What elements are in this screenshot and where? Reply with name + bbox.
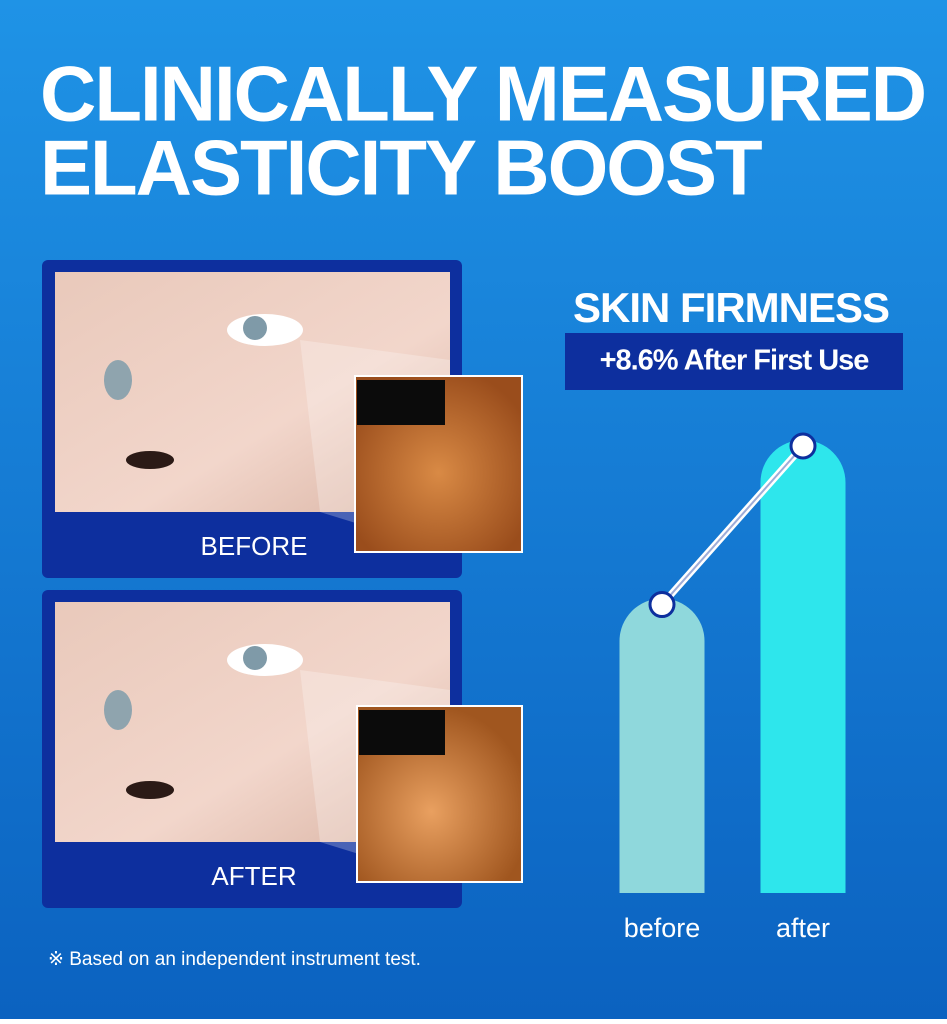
point bbox=[648, 591, 676, 619]
bar bbox=[619, 598, 705, 893]
chart-subtitle: +8.6% After First Use bbox=[600, 345, 870, 377]
x-tick-label: after bbox=[776, 913, 830, 943]
title-line: CLINICALLY MEASURED bbox=[40, 50, 925, 138]
subtitle-box bbox=[565, 333, 903, 390]
eye bbox=[104, 690, 132, 730]
plot: before after bbox=[619, 432, 846, 943]
bar bbox=[760, 440, 846, 893]
footnote: ※ Based on an independent instrument tes… bbox=[48, 949, 421, 970]
title-line: ELASTICITY BOOST bbox=[40, 124, 762, 212]
iris bbox=[243, 646, 267, 670]
point bbox=[789, 432, 817, 460]
connector-line-core bbox=[661, 445, 804, 606]
connector-line bbox=[659, 443, 806, 607]
censor-bar bbox=[357, 380, 445, 425]
censor-bar bbox=[359, 710, 445, 755]
x-tick-label: before bbox=[624, 913, 701, 943]
chart-title: SKIN FIRMNESS bbox=[573, 284, 889, 331]
iris bbox=[243, 316, 267, 340]
panel-label: AFTER bbox=[211, 861, 296, 891]
nostril bbox=[126, 451, 174, 469]
eye bbox=[104, 360, 132, 400]
panel-label: BEFORE bbox=[201, 531, 308, 561]
nostril bbox=[126, 781, 174, 799]
